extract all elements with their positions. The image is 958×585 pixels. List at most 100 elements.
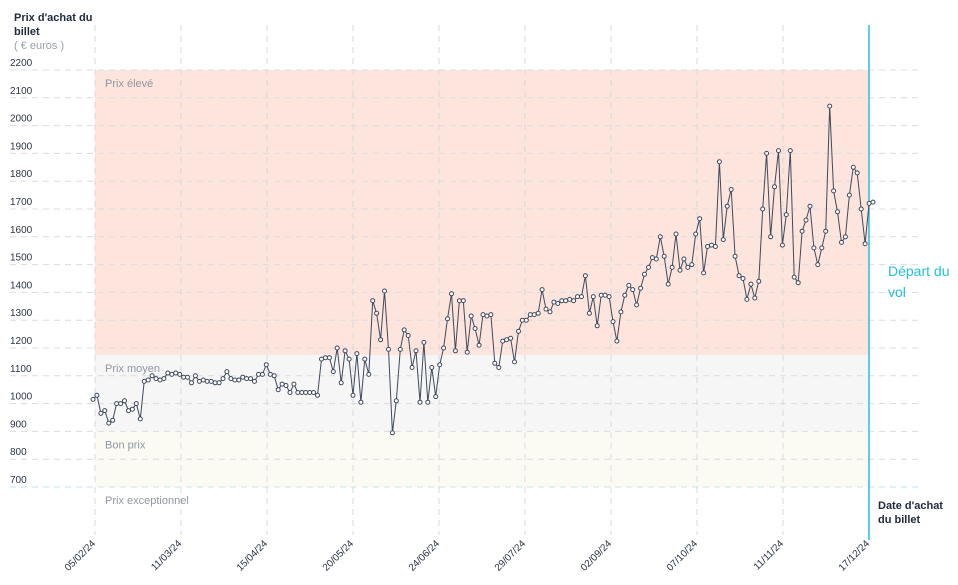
data-point bbox=[267, 371, 273, 377]
data-point bbox=[866, 200, 872, 206]
data-point bbox=[799, 228, 805, 234]
data-point bbox=[452, 348, 458, 354]
x-tick-label: 20/05/24 bbox=[321, 538, 357, 574]
data-point bbox=[776, 148, 781, 154]
data-point bbox=[823, 228, 829, 234]
data-point bbox=[811, 245, 817, 251]
y-tick-label: 800 bbox=[10, 447, 27, 458]
data-point bbox=[137, 416, 143, 422]
data-point bbox=[653, 256, 659, 262]
data-point bbox=[299, 390, 305, 395]
data-point bbox=[153, 376, 159, 382]
data-point bbox=[236, 377, 242, 383]
data-point bbox=[216, 380, 222, 386]
data-point bbox=[110, 417, 116, 423]
x-tick-label: 07/10/24 bbox=[665, 538, 701, 574]
data-point bbox=[523, 317, 529, 323]
data-point bbox=[756, 278, 762, 284]
data-point bbox=[752, 295, 758, 301]
data-point bbox=[149, 373, 155, 379]
zone-1 bbox=[95, 354, 869, 432]
data-point bbox=[661, 253, 667, 259]
data-point bbox=[192, 373, 198, 379]
data-point bbox=[504, 337, 510, 343]
data-point bbox=[508, 335, 514, 341]
data-point bbox=[220, 376, 226, 382]
data-point bbox=[358, 399, 364, 405]
data-point bbox=[315, 392, 320, 398]
x-tick-label: 24/06/24 bbox=[407, 538, 443, 574]
zone-label-0: Prix élevé bbox=[105, 78, 153, 90]
y-tick-label: 1600 bbox=[10, 225, 33, 236]
data-point bbox=[677, 267, 683, 273]
data-point bbox=[413, 348, 419, 354]
data-point bbox=[567, 296, 573, 302]
data-point bbox=[350, 392, 356, 398]
x-axis-ticks: 05/02/24 11/03/24 15/04/24 20/05/24 24/06/24… bbox=[63, 538, 873, 574]
data-point bbox=[240, 374, 246, 380]
data-point bbox=[831, 188, 837, 194]
x-tick-label: 15/04/24 bbox=[235, 538, 271, 574]
data-point bbox=[846, 192, 852, 198]
data-point bbox=[405, 333, 411, 338]
data-point bbox=[724, 203, 730, 209]
data-point bbox=[287, 390, 293, 395]
data-point bbox=[354, 351, 360, 357]
data-point bbox=[177, 371, 183, 377]
y-tick-label: 2000 bbox=[10, 114, 33, 125]
y-axis-ticks: 700 800 900 1000 1100 1200 1300 1400 1500 1600 170… bbox=[10, 58, 33, 486]
data-point bbox=[464, 349, 470, 355]
y-tick-label: 900 bbox=[10, 419, 27, 430]
data-point bbox=[646, 264, 651, 270]
data-point bbox=[555, 301, 561, 306]
data-point bbox=[610, 319, 616, 325]
data-point bbox=[98, 410, 104, 416]
data-point bbox=[145, 377, 151, 383]
data-point bbox=[484, 313, 490, 319]
data-point bbox=[712, 244, 718, 249]
data-point bbox=[669, 264, 675, 270]
data-point bbox=[850, 164, 856, 170]
grid-lines bbox=[10, 25, 918, 535]
data-point bbox=[248, 376, 254, 382]
data-point bbox=[129, 406, 135, 412]
data-point bbox=[492, 360, 498, 366]
data-point bbox=[744, 296, 750, 302]
data-point bbox=[807, 203, 813, 209]
data-point bbox=[638, 285, 644, 291]
data-point bbox=[311, 390, 317, 395]
data-point bbox=[705, 244, 710, 249]
y-tick-label: 1900 bbox=[10, 141, 33, 152]
data-point bbox=[579, 294, 584, 300]
data-point bbox=[165, 370, 171, 376]
data-point bbox=[370, 298, 376, 304]
data-point bbox=[196, 378, 202, 384]
data-point bbox=[386, 346, 391, 352]
data-point bbox=[433, 394, 439, 400]
data-point bbox=[516, 328, 521, 334]
x-tick-label: 11/11/24 bbox=[752, 538, 787, 573]
y-tick-label: 1500 bbox=[10, 253, 33, 264]
data-point bbox=[665, 281, 671, 287]
data-point bbox=[291, 381, 297, 387]
departure-label: Départ du vol bbox=[888, 263, 950, 300]
y-tick-label: 1100 bbox=[10, 364, 32, 375]
data-point bbox=[102, 408, 108, 414]
data-point bbox=[212, 380, 218, 386]
data-point bbox=[870, 199, 876, 205]
data-point bbox=[334, 345, 340, 351]
data-point bbox=[389, 430, 395, 436]
data-point bbox=[803, 217, 809, 223]
data-point bbox=[858, 206, 864, 212]
data-point bbox=[819, 245, 825, 251]
data-point bbox=[303, 390, 309, 395]
data-point bbox=[685, 264, 691, 270]
data-point bbox=[760, 206, 766, 212]
data-point bbox=[417, 399, 423, 405]
y-tick-label: 1200 bbox=[10, 336, 33, 347]
data-point bbox=[748, 281, 754, 287]
data-point bbox=[362, 356, 368, 362]
x-tick-label: 17/12/24 bbox=[837, 538, 873, 574]
data-point bbox=[791, 274, 797, 280]
data-point bbox=[586, 310, 592, 316]
